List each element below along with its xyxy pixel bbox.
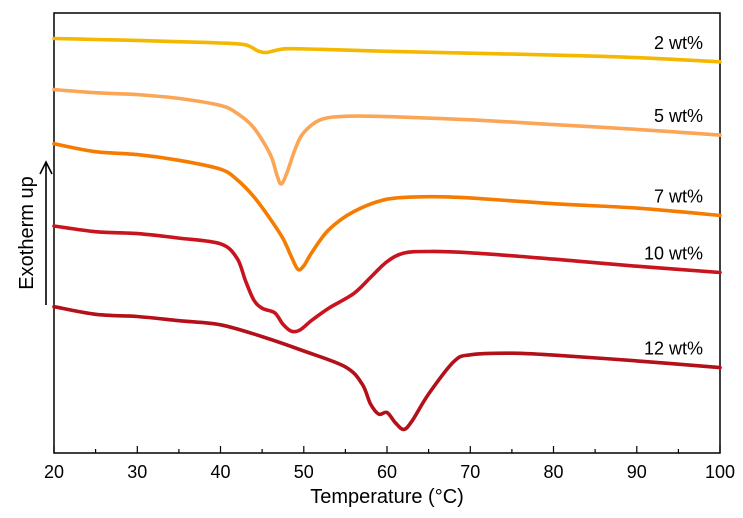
x-axis-title: Temperature (°C)	[310, 486, 464, 508]
x-tick-label: 90	[627, 462, 647, 482]
series-line-4	[52, 224, 722, 334]
x-axis-ticks: 20 30 40 50 60 70 80 90 100	[44, 446, 735, 482]
curve-label-3: 7 wt%	[654, 187, 703, 207]
curve-label-4: 10 wt%	[644, 244, 703, 264]
x-tick-label: 70	[460, 462, 480, 482]
series-line-3	[52, 141, 722, 272]
x-tick-label: 80	[543, 462, 563, 482]
curve-label-1: 2 wt%	[654, 33, 703, 53]
curve-labels: 2 wt% 5 wt% 7 wt% 10 wt% 12 wt%	[644, 33, 703, 359]
x-tick-label: 30	[127, 462, 147, 482]
curve-label-5: 12 wt%	[644, 339, 703, 359]
series-line-5	[52, 304, 722, 432]
curve-label-2: 5 wt%	[654, 106, 703, 126]
plot-frame	[53, 12, 721, 454]
series-line-2	[52, 87, 722, 186]
x-tick-label: 60	[377, 462, 397, 482]
exotherm-arrow	[39, 160, 53, 305]
exotherm-arrow-head	[39, 160, 53, 175]
y-axis-title: Exotherm up	[16, 176, 38, 289]
series-line-1	[52, 36, 722, 64]
x-tick-label: 50	[294, 462, 314, 482]
x-tick-label: 40	[210, 462, 230, 482]
x-tick-label: 20	[44, 462, 64, 482]
x-tick-label: 100	[705, 462, 735, 482]
series-layer	[52, 36, 722, 432]
